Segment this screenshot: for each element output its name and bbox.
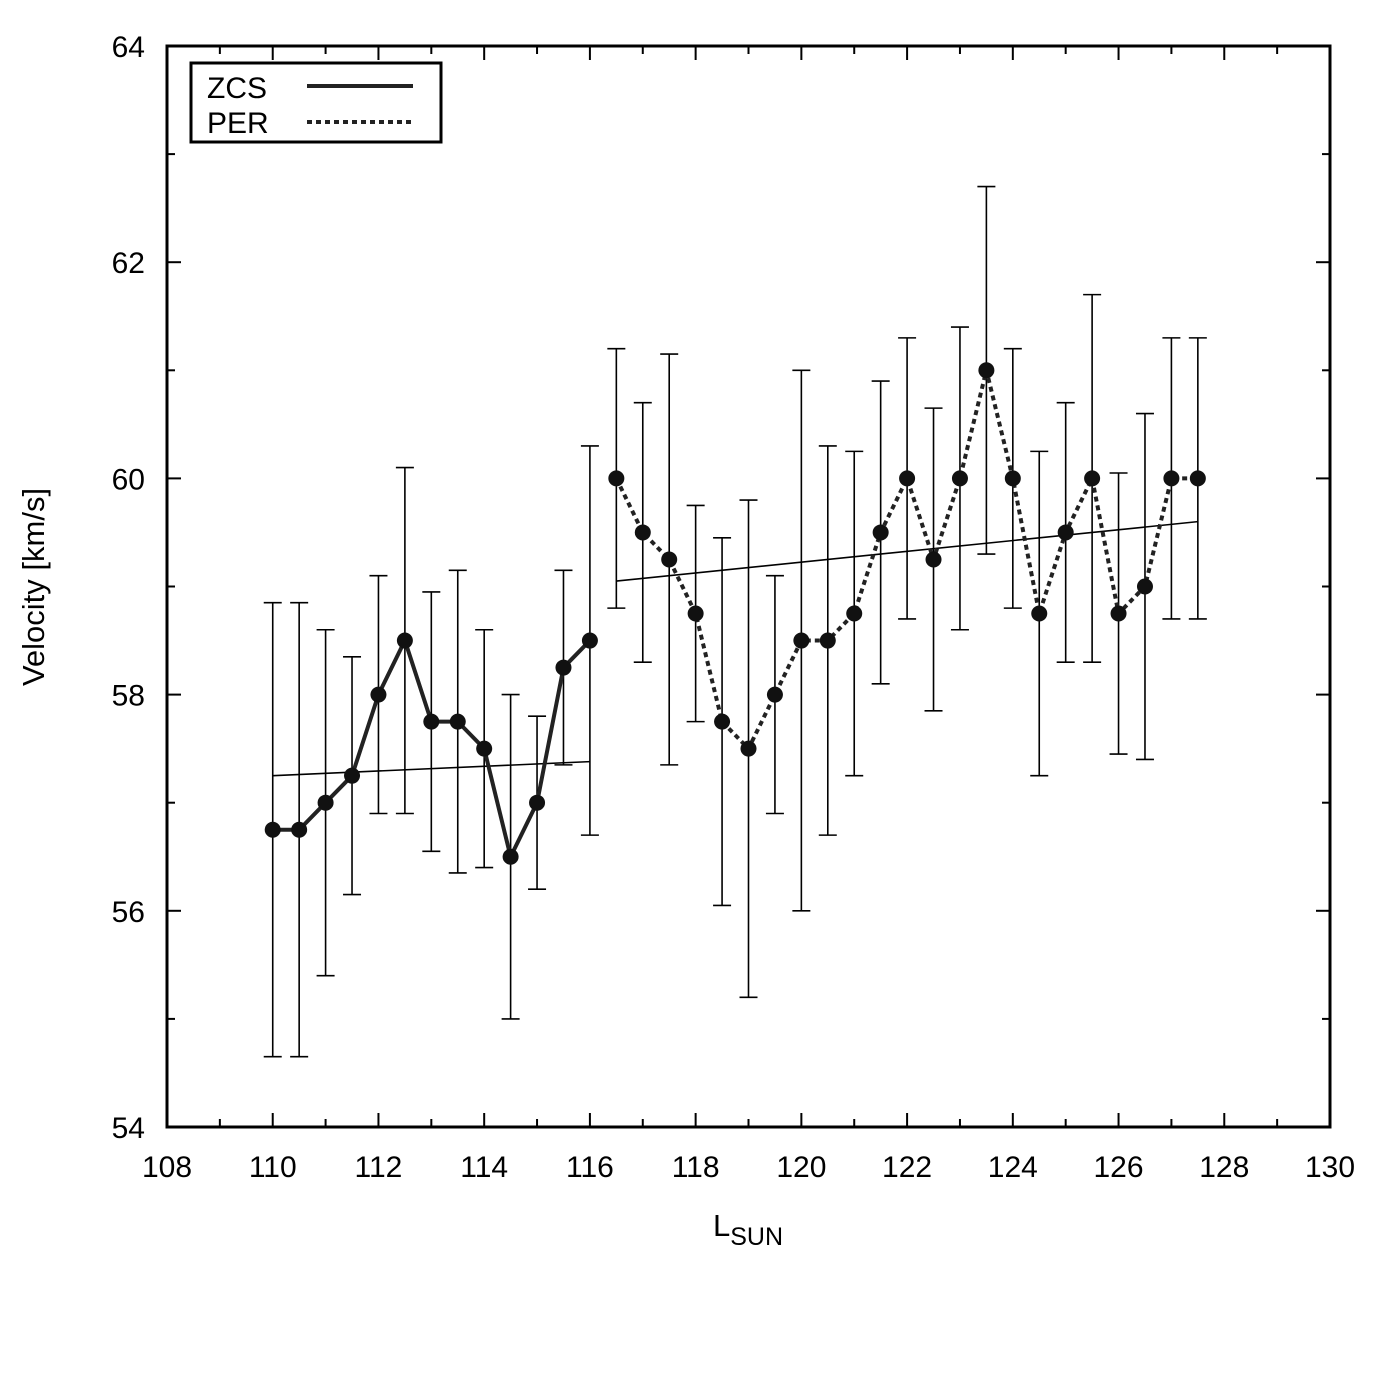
data-point-zcs [291,821,308,838]
data-point-per [846,605,863,622]
x-axis-title: LSUN [713,1208,783,1251]
data-point-per [1031,605,1048,622]
x-tick-label: 126 [1094,1151,1144,1184]
data-point-zcs [370,686,387,703]
data-points [264,362,1206,865]
series-line-per [614,368,1198,751]
x-tick-label: 116 [566,1151,614,1184]
y-tick-labels: 54 56 58 60 62 64 [112,31,145,1145]
data-point-zcs [581,632,598,649]
data-point-per [766,686,783,703]
data-point-per [819,632,836,649]
y-axis-title: Velocity [km/s] [16,488,51,686]
data-point-zcs [476,740,493,757]
x-tick-label: 122 [882,1151,932,1184]
data-point-per [1110,605,1127,622]
legend-label-per: PER [207,107,269,140]
x-tick-label: 114 [460,1151,508,1184]
y-tick-label: 54 [112,1112,145,1145]
data-point-per [1189,470,1206,487]
x-tick-label: 120 [776,1151,826,1184]
data-point-per [1004,470,1021,487]
data-point-per [740,740,757,757]
x-tick-label: 108 [142,1151,192,1184]
x-axis-title-subscript: SUN [730,1223,783,1251]
legend-label-zcs: ZCS [207,72,267,105]
data-point-per [951,470,968,487]
data-point-per [661,551,678,568]
x-tick-label: 130 [1305,1151,1355,1184]
data-point-zcs [396,632,413,649]
x-tick-label: 128 [1199,1151,1249,1184]
data-point-zcs [264,821,281,838]
data-point-zcs [502,848,519,865]
data-point-per [872,524,889,541]
error-bars [263,185,1207,1058]
data-point-per [634,524,651,541]
data-point-per [793,632,810,649]
x-tick-label: 110 [249,1151,297,1184]
data-point-per [978,362,995,379]
data-point-per [1057,524,1074,541]
data-point-per [1084,470,1101,487]
data-point-zcs [423,713,440,730]
x-tick-label: 124 [988,1151,1038,1184]
y-tick-label: 56 [112,896,145,929]
x-tick-labels: 108 110 112 114 116 118 120 122 124 126 128 130 [142,1151,1355,1184]
data-point-per [925,551,942,568]
legend: ZCS PER [189,61,443,144]
y-tick-label: 62 [112,247,145,280]
data-point-per [1163,470,1180,487]
data-point-per [714,713,731,730]
x-tick-label: 118 [672,1151,720,1184]
series-lines [272,368,1198,859]
x-tick-label: 112 [355,1151,403,1184]
data-point-zcs [317,794,334,811]
data-point-per [899,470,916,487]
data-point-per [608,470,625,487]
plot-frame [165,44,1332,1129]
y-tick-label: 58 [112,680,145,713]
y-tick-label: 64 [112,31,145,64]
legend-box [189,61,443,144]
y-tick-label: 60 [112,463,145,496]
data-point-per [1136,578,1153,595]
data-point-zcs [555,659,572,676]
data-point-per [687,605,704,622]
x-axis-title-main: L [713,1208,730,1243]
data-point-zcs [529,794,546,811]
data-point-zcs [449,713,466,730]
data-point-zcs [344,767,361,784]
